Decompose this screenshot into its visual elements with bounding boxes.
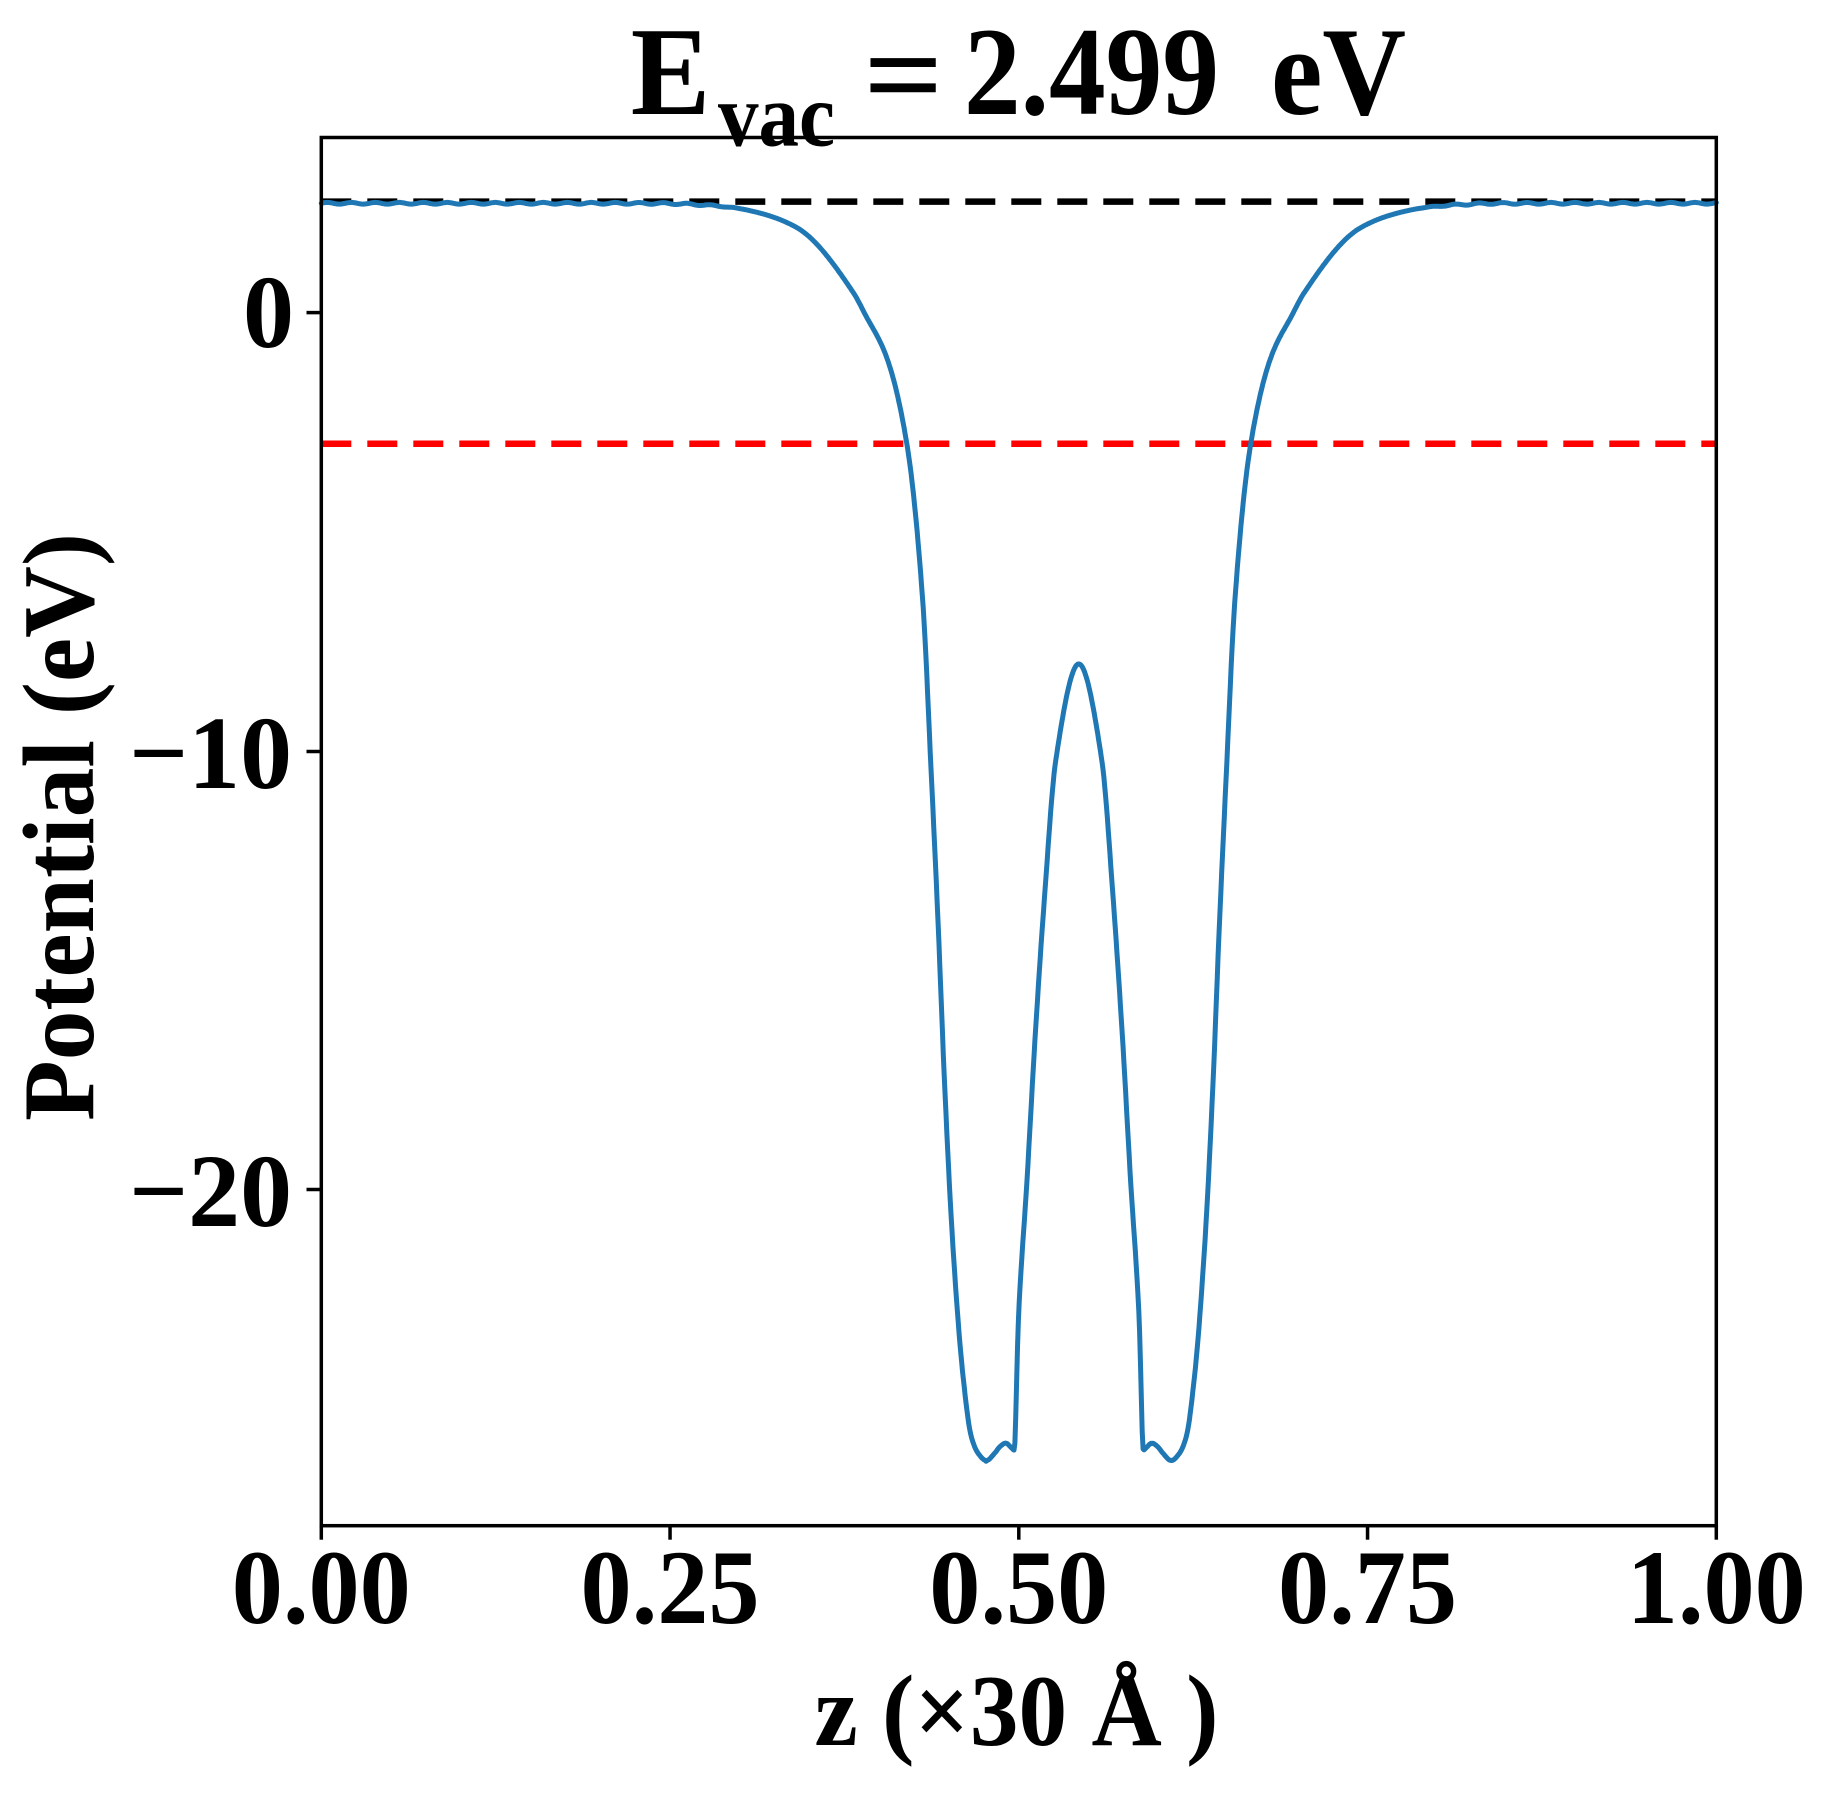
- svg-text:eV: eV: [1271, 3, 1406, 142]
- svg-text:z (×30 Å ): z (×30 Å ): [815, 1655, 1219, 1768]
- svg-text:vac: vac: [718, 67, 835, 166]
- svg-text:0.50: 0.50: [929, 1529, 1108, 1646]
- svg-text:1.00: 1.00: [1627, 1529, 1806, 1646]
- svg-text:0.75: 0.75: [1278, 1529, 1457, 1646]
- svg-text:0: 0: [243, 255, 294, 370]
- svg-text:Potential (eV): Potential (eV): [3, 533, 116, 1121]
- svg-text:2.499: 2.499: [964, 3, 1219, 142]
- svg-text:0.00: 0.00: [232, 1529, 411, 1646]
- svg-text:0.25: 0.25: [581, 1529, 760, 1646]
- svg-text:E: E: [631, 3, 711, 142]
- svg-text:=: =: [864, 6, 944, 145]
- svg-text:−20: −20: [129, 1134, 292, 1249]
- svg-text:−10: −10: [129, 696, 292, 811]
